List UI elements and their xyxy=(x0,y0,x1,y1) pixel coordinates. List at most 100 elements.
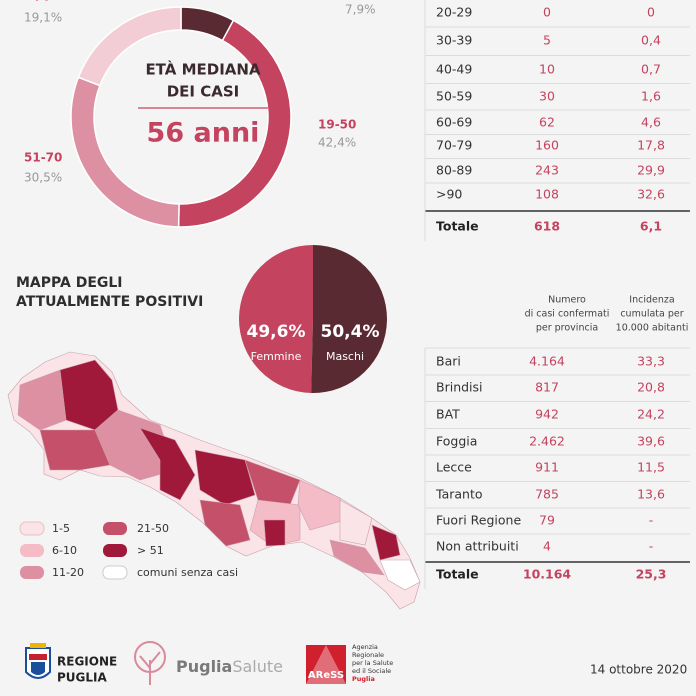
legend-swatch xyxy=(102,565,128,580)
row-label: 30-39 xyxy=(436,33,472,48)
row-label: Bari xyxy=(436,354,461,369)
legend-label: comuni senza casi xyxy=(137,566,238,579)
row-label: Brindisi xyxy=(436,380,483,395)
cell: 32,6 xyxy=(637,187,665,202)
cell: - xyxy=(649,539,654,554)
cell: 942 xyxy=(535,407,559,422)
salute-logo xyxy=(134,641,166,685)
cell: 30 xyxy=(539,89,555,104)
column-header: Incidenza xyxy=(629,295,674,306)
cell: 108 xyxy=(535,187,559,202)
legend-label: 1-5 xyxy=(52,522,70,535)
total-cell: 25,3 xyxy=(636,567,667,582)
row-label: 60-69 xyxy=(436,115,472,130)
cell: - xyxy=(649,513,654,528)
column-header: per provincia xyxy=(536,323,598,334)
date: 14 ottobre 2020 xyxy=(590,663,687,677)
map-legend: 1-5 6-10 11-20 21-50 > 51 comuni senza c… xyxy=(19,521,238,580)
donut-segment xyxy=(77,6,182,87)
cell: 79 xyxy=(539,513,555,528)
legend-swatch xyxy=(20,566,44,579)
row-label: 70-79 xyxy=(436,138,472,153)
cell: 160 xyxy=(535,138,559,153)
row-label: Lecce xyxy=(436,460,472,475)
row-label: 50-59 xyxy=(436,89,472,104)
row-label: Non attribuiti xyxy=(436,539,519,554)
aress-logo xyxy=(306,645,346,684)
cell: 1,6 xyxy=(641,89,661,104)
center-value: 56 anni xyxy=(147,118,260,149)
cell: 817 xyxy=(535,380,559,395)
cell: 0 xyxy=(647,5,655,20)
segment-value: 42,4% xyxy=(318,136,356,150)
total-cell: 6,1 xyxy=(640,219,662,234)
legend-label: 21-50 xyxy=(137,522,169,535)
map xyxy=(7,351,421,610)
cell: 4.164 xyxy=(529,354,565,369)
logo-text: AReSS xyxy=(308,670,344,681)
logo-text: Agenzia xyxy=(352,643,378,651)
cell: 243 xyxy=(535,163,559,178)
row-label: >90 xyxy=(436,187,462,202)
regione-logo xyxy=(25,643,51,679)
row-label: BAT xyxy=(436,407,460,422)
segment-label: 51-70 xyxy=(24,151,62,165)
logo-text: Puglia xyxy=(352,675,375,683)
cell: 4,6 xyxy=(641,115,661,130)
column-header: 10.000 abitanti xyxy=(616,323,689,334)
cell: 785 xyxy=(535,487,559,502)
segment-value: 19,1% xyxy=(24,11,62,25)
cell: 13,6 xyxy=(637,487,665,502)
cell: 0 xyxy=(543,5,551,20)
cell: 39,6 xyxy=(637,434,665,449)
logo-text: REGIONE xyxy=(57,655,117,669)
total-cell: 10.164 xyxy=(523,567,572,582)
column-header: Numero xyxy=(548,295,586,306)
center-title: DEI CASI xyxy=(167,83,240,101)
legend-swatch xyxy=(103,522,127,535)
row-label: Taranto xyxy=(435,487,483,502)
cell: 62 xyxy=(539,115,555,130)
gender-chart xyxy=(239,244,388,393)
total-cell: 618 xyxy=(534,219,560,234)
segment-label: >70 xyxy=(24,0,51,4)
column-header: cumulata per xyxy=(620,309,683,320)
map-title: ATTUALMENTE POSITIVI xyxy=(16,294,203,310)
pie-segment xyxy=(311,245,388,393)
center-title: ETÀ MEDIANA xyxy=(145,60,261,79)
legend-label: 11-20 xyxy=(52,566,84,579)
row-label: Fuori Regione xyxy=(436,513,521,528)
age-donut xyxy=(70,6,292,228)
pie-segment xyxy=(239,244,313,393)
logo-text: Regionale xyxy=(352,651,384,659)
logo-text: per la Salute xyxy=(352,659,393,667)
segment-label: 19-50 xyxy=(318,118,356,132)
cell: 11,5 xyxy=(637,460,665,475)
cell: 0,4 xyxy=(641,33,661,48)
segment-value: 30,5% xyxy=(24,171,62,185)
cell: 17,8 xyxy=(637,138,665,153)
logo-text: ed il Sociale xyxy=(352,667,391,675)
gender-value: 50,4% xyxy=(321,322,380,342)
logo-text: Puglia xyxy=(176,657,232,676)
cell: 20,8 xyxy=(637,380,665,395)
row-label: 80-89 xyxy=(436,163,472,178)
column-header: di casi confermati xyxy=(525,309,610,320)
cell: 2.462 xyxy=(529,434,565,449)
cell: 911 xyxy=(535,460,559,475)
cell: 5 xyxy=(543,33,551,48)
legend-swatch xyxy=(19,521,45,536)
cell: 0,7 xyxy=(641,62,661,77)
cell: 10 xyxy=(539,62,555,77)
legend-label: > 51 xyxy=(137,544,164,557)
gender-label: Femmine xyxy=(251,350,302,363)
map-title: MAPPA DEGLI xyxy=(16,275,123,291)
logo-text: Salute xyxy=(232,657,283,676)
segment-value: 7,9% xyxy=(345,3,376,17)
cell: 4 xyxy=(543,539,551,554)
legend-label: 6-10 xyxy=(52,544,77,557)
cell: 24,2 xyxy=(637,407,665,422)
cell: 29,9 xyxy=(637,163,665,178)
